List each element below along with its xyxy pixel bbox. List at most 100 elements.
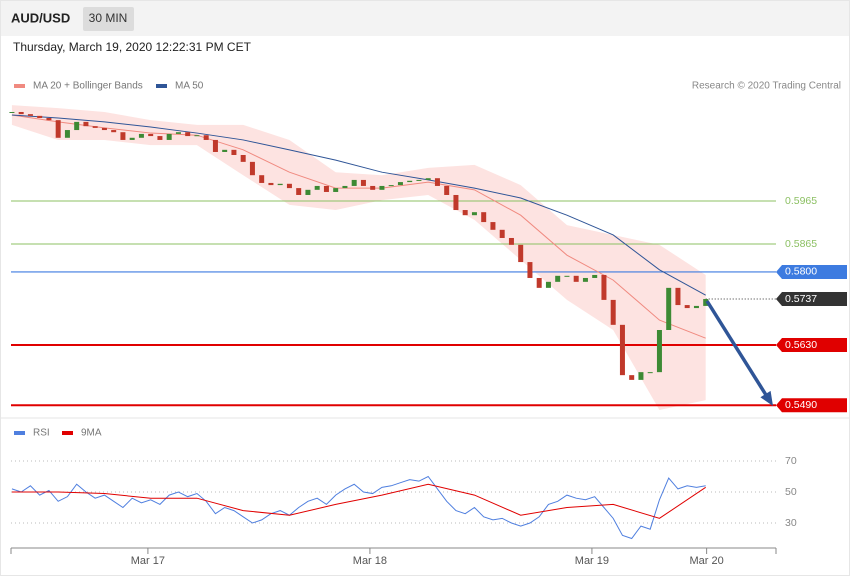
legend-swatch [14, 84, 25, 88]
candle [499, 229, 505, 238]
candle [508, 237, 514, 245]
candle [601, 274, 607, 300]
candle [370, 185, 376, 190]
candle [351, 179, 357, 186]
candle [46, 118, 52, 121]
candle [83, 121, 89, 127]
candle [111, 130, 117, 133]
candle [37, 115, 43, 119]
candle [286, 183, 292, 189]
level-label-box [776, 264, 847, 279]
legend-label: RSI [33, 428, 50, 439]
candle [666, 287, 672, 330]
ma-line [11, 114, 706, 339]
candle [185, 132, 191, 137]
y-tick-label: 70 [785, 455, 797, 467]
forecast-arrow [705, 300, 768, 396]
candle [555, 275, 561, 282]
candle [638, 372, 644, 380]
candle [703, 299, 709, 306]
header-bar [0, 0, 850, 36]
candle [27, 114, 33, 116]
candle [148, 133, 154, 137]
candle [582, 277, 588, 282]
bollinger-band [11, 105, 706, 410]
candle [9, 111, 15, 113]
candle [693, 305, 699, 309]
interval: 30 MIN [89, 11, 128, 25]
candle [444, 185, 450, 195]
candle [296, 188, 302, 195]
ma-line [11, 114, 706, 296]
candle [18, 111, 24, 115]
level-label-box [776, 398, 847, 413]
candle [527, 262, 533, 278]
candle [268, 182, 274, 186]
x-tick-label: Mar 19 [575, 555, 609, 567]
candle [675, 287, 681, 306]
level-label: 0.5965 [785, 195, 817, 207]
candle [231, 149, 237, 155]
candle [379, 185, 385, 190]
x-tick-label: Mar 18 [353, 555, 387, 567]
candle [157, 136, 163, 140]
candle [222, 149, 228, 152]
candle [536, 277, 542, 288]
forecast-arrow-head [760, 390, 773, 406]
candle [55, 120, 61, 138]
candle [259, 175, 265, 183]
candle [453, 194, 459, 211]
interval-box [83, 7, 134, 31]
candle [416, 179, 422, 181]
plot-layer: 0.5965 0.5865 0.5800 0.5737 0.5630 0.5490 MA 2… [9, 81, 847, 567]
candle [545, 281, 551, 288]
x-tick-label: Mar 20 [689, 555, 723, 567]
candle [92, 126, 98, 128]
candle [249, 161, 255, 176]
candle [166, 133, 172, 140]
candle [573, 275, 579, 282]
candle [74, 121, 80, 131]
source: Research © 2020 Trading Central [692, 81, 841, 92]
candle [656, 330, 662, 373]
candle [138, 133, 144, 138]
y-tick-label: 50 [785, 486, 797, 498]
x-tick-label: Mar 17 [131, 555, 165, 567]
candle [240, 154, 246, 162]
candle [120, 132, 126, 140]
level-label: 0.5737 [785, 293, 817, 305]
y-tick-label: 30 [785, 517, 797, 529]
candle [203, 135, 209, 140]
candle [129, 137, 135, 140]
symbol: AUD/USD [11, 10, 70, 25]
candle [518, 244, 524, 263]
rsi-line [11, 475, 706, 540]
candle [64, 130, 70, 138]
candle [471, 212, 477, 216]
candle [342, 185, 348, 189]
timestamp: Thursday, March 19, 2020 12:22:31 PM CET [13, 40, 252, 54]
level-label-box [776, 338, 847, 353]
candle [481, 212, 487, 223]
candle [684, 305, 690, 309]
candle [629, 375, 635, 380]
level-label: 0.5490 [785, 399, 817, 411]
legend-label: MA 50 [175, 81, 204, 92]
candle [564, 275, 570, 277]
candle [323, 185, 329, 192]
legend-swatch [14, 431, 25, 435]
legend-label: 9MA [81, 428, 102, 439]
candle [407, 180, 413, 183]
candle [101, 127, 107, 131]
rsi-line [11, 483, 706, 519]
level-label: 0.5630 [785, 339, 817, 351]
candle [462, 210, 468, 216]
legend-label: MA 20 + Bollinger Bands [33, 81, 143, 92]
candle [314, 185, 320, 190]
candle [194, 135, 200, 137]
candle [388, 185, 394, 187]
candle [425, 178, 431, 180]
candle [610, 299, 616, 325]
